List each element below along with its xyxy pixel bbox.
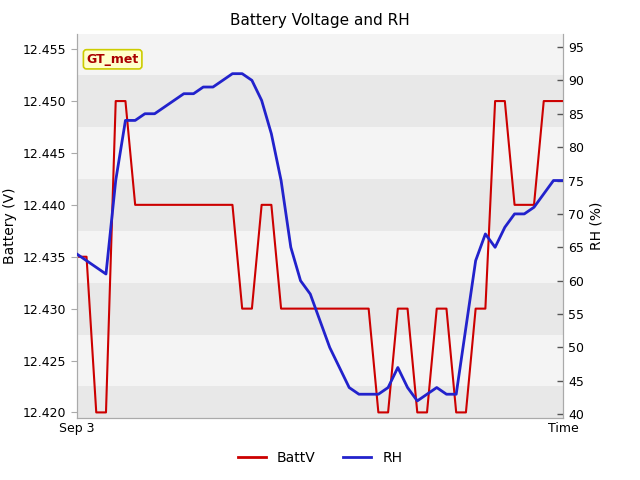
- Y-axis label: RH (%): RH (%): [589, 202, 604, 250]
- Bar: [77, 386, 563, 418]
- Legend: BattV, RH: BattV, RH: [232, 445, 408, 471]
- Bar: [77, 75, 563, 127]
- Bar: [77, 231, 563, 283]
- Text: GT_met: GT_met: [86, 53, 139, 66]
- Bar: [77, 34, 563, 75]
- Bar: [77, 179, 563, 231]
- Bar: [77, 283, 563, 335]
- Title: Battery Voltage and RH: Battery Voltage and RH: [230, 13, 410, 28]
- Bar: [77, 335, 563, 386]
- Y-axis label: Battery (V): Battery (V): [3, 187, 17, 264]
- Bar: [77, 127, 563, 179]
